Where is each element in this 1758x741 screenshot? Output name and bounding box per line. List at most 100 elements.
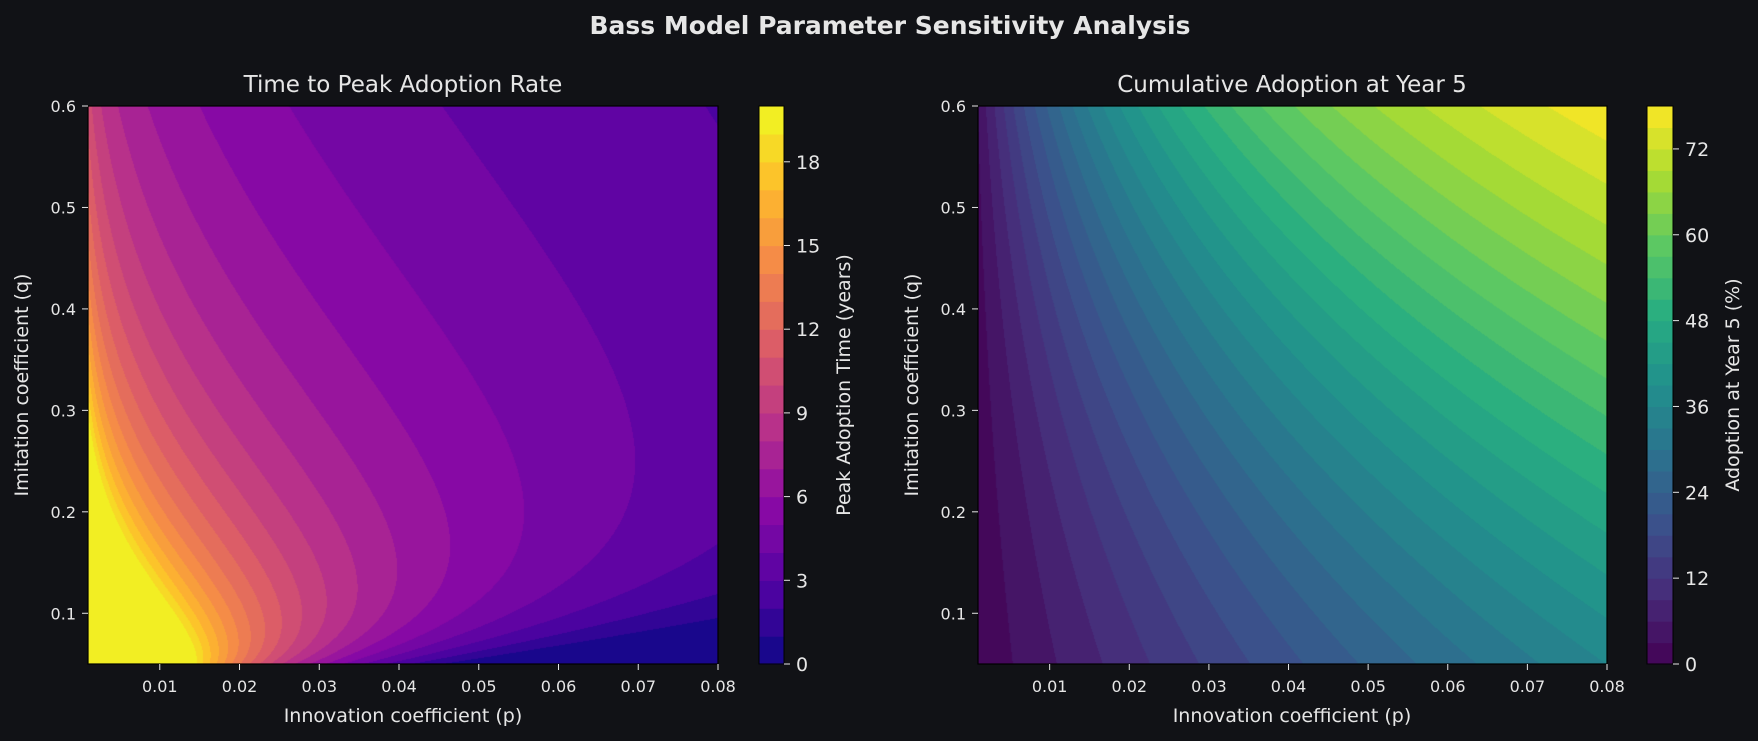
x-tick-label: 0.06 bbox=[541, 677, 577, 696]
chart-title-cumulative: Cumulative Adoption at Year 5 bbox=[1117, 72, 1467, 98]
y-tick-label: 0.3 bbox=[941, 401, 966, 420]
colorbar-segment bbox=[1647, 578, 1673, 601]
colorbar-tick-label: 48 bbox=[1685, 311, 1709, 333]
colorbar-segment bbox=[759, 245, 784, 274]
colorbar-segment bbox=[759, 189, 784, 219]
colorbar-segment bbox=[1647, 299, 1673, 322]
contour-plot-cumulative bbox=[978, 106, 1607, 664]
colorbar-label-peak-time: Peak Adoption Time (years) bbox=[833, 254, 855, 516]
colorbar-tick-label: 60 bbox=[1685, 225, 1709, 247]
x-tick-label: 0.01 bbox=[142, 677, 178, 696]
colorbar-segment bbox=[759, 496, 784, 526]
x-tick-label: 0.03 bbox=[1191, 677, 1227, 696]
colorbar-label-cumulative: Adoption at Year 5 (%) bbox=[1722, 278, 1744, 491]
y-tick-label: 0.5 bbox=[51, 198, 76, 217]
colorbar-segment bbox=[759, 552, 784, 581]
colorbar-segment bbox=[759, 301, 784, 330]
colorbar-segment bbox=[759, 468, 784, 498]
colorbar-tick-label: 15 bbox=[796, 236, 820, 258]
colorbar-segment bbox=[759, 580, 784, 609]
colorbar-segment bbox=[1647, 148, 1673, 171]
plot-frame bbox=[87, 105, 719, 665]
colorbar-segment bbox=[759, 357, 784, 386]
axes-cumulative: 0.01 0.02 0.03 0.04 0.05 0.06 0.07 0.08 0.1 0.2 0.… bbox=[941, 97, 1625, 696]
colorbar-segment bbox=[1647, 492, 1673, 515]
colorbar-segment bbox=[1647, 385, 1673, 408]
colorbar-segment bbox=[1647, 234, 1673, 257]
contour-fill-peak-time bbox=[88, 106, 718, 664]
colorbar-tick-label: 12 bbox=[1685, 568, 1709, 590]
x-tick-label: 0.07 bbox=[620, 677, 656, 696]
colorbar-segment bbox=[1647, 556, 1673, 579]
colorbar-segment bbox=[1647, 406, 1673, 429]
colorbar-segment bbox=[1647, 106, 1673, 129]
colorbar-segment bbox=[1647, 277, 1673, 300]
colorbar-tick-label: 12 bbox=[796, 319, 820, 341]
x-tick-label: 0.08 bbox=[1589, 677, 1625, 696]
x-tick-label: 0.02 bbox=[1111, 677, 1147, 696]
y-tick-label: 0.6 bbox=[941, 97, 966, 116]
y-tick-label: 0.5 bbox=[941, 198, 966, 217]
colorbar-peak-time: 0 3 6 9 12 15 18 bbox=[758, 105, 820, 676]
colorbar-segment bbox=[1647, 342, 1673, 365]
y-tick-label: 0.3 bbox=[51, 401, 76, 420]
colorbar-frame bbox=[1646, 105, 1674, 665]
colorbar-frame bbox=[758, 105, 785, 665]
contour-plot-peak-time bbox=[88, 106, 718, 664]
colorbar-segment bbox=[759, 106, 784, 135]
colorbar-tick-label: 0 bbox=[1685, 654, 1697, 676]
axes-peak-time: 0.01 0.02 0.03 0.04 0.05 0.06 0.07 0.08 0.1 0.2 0.… bbox=[51, 97, 736, 696]
colorbar-segment bbox=[1647, 191, 1673, 214]
x-axis-label-peak-time: Innovation coefficient (p) bbox=[284, 705, 523, 727]
colorbar-segment bbox=[1647, 470, 1673, 493]
colorbar-segment bbox=[759, 608, 784, 637]
colorbar-segment bbox=[759, 440, 784, 470]
colorbar-cumulative: 0 12 24 36 48 60 72 bbox=[1646, 105, 1709, 676]
x-tick-label: 0.05 bbox=[1350, 677, 1386, 696]
colorbar-segment bbox=[1647, 256, 1673, 279]
colorbar-segment bbox=[1647, 599, 1673, 622]
x-tick-label: 0.05 bbox=[461, 677, 497, 696]
x-axis-label-cumulative: Innovation coefficient (p) bbox=[1173, 705, 1412, 727]
x-tick-label: 0.06 bbox=[1430, 677, 1466, 696]
y-tick-label: 0.1 bbox=[941, 604, 966, 623]
colorbar-segment bbox=[759, 636, 784, 665]
contour-fill-cumulative bbox=[978, 106, 1607, 664]
colorbar-segment bbox=[1647, 427, 1673, 450]
colorbar-tick-label: 72 bbox=[1685, 139, 1709, 161]
x-tick-label: 0.07 bbox=[1510, 677, 1546, 696]
panel-cumulative-adoption: Cumulative Adoption at Year 5 0.01 0.02 0.… bbox=[901, 72, 1744, 727]
y-tick-label: 0.2 bbox=[51, 503, 76, 522]
colorbar-tick-label: 6 bbox=[796, 487, 808, 509]
x-tick-label: 0.03 bbox=[301, 677, 337, 696]
y-tick-label: 0.6 bbox=[51, 97, 76, 116]
y-axis-label-peak-time: Imitation coefficient (q) bbox=[11, 274, 33, 497]
colorbar-segment bbox=[759, 217, 784, 247]
y-tick-label: 0.4 bbox=[51, 300, 76, 319]
y-tick-label: 0.2 bbox=[941, 503, 966, 522]
x-tick-label: 0.01 bbox=[1032, 677, 1068, 696]
colorbar-tick-label: 18 bbox=[796, 152, 820, 174]
y-axis-label-cumulative: Imitation coefficient (q) bbox=[901, 274, 923, 497]
colorbar-tick-label: 9 bbox=[796, 403, 808, 425]
colorbar-segment bbox=[1647, 127, 1673, 150]
panel-peak-time: Time to Peak Adoption Rate 0.01 0.02 0.03 0… bbox=[11, 72, 855, 727]
colorbar-segment bbox=[759, 133, 784, 163]
colorbar-segment bbox=[1647, 320, 1673, 343]
colorbar-tick-label: 24 bbox=[1685, 482, 1709, 504]
x-tick-label: 0.08 bbox=[700, 677, 736, 696]
colorbar-segment bbox=[759, 329, 784, 358]
colorbar-segment bbox=[1647, 642, 1673, 665]
x-tick-label: 0.04 bbox=[381, 677, 417, 696]
colorbar-segment bbox=[759, 412, 784, 442]
x-tick-label: 0.02 bbox=[222, 677, 258, 696]
figure-title: Bass Model Parameter Sensitivity Analysi… bbox=[590, 11, 1191, 40]
chart-title-peak-time: Time to Peak Adoption Rate bbox=[243, 72, 563, 98]
y-tick-label: 0.1 bbox=[51, 604, 76, 623]
colorbar-segment bbox=[759, 273, 784, 302]
y-tick-label: 0.4 bbox=[941, 300, 966, 319]
plot-frame bbox=[977, 105, 1608, 665]
colorbar-segment bbox=[1647, 513, 1673, 536]
colorbar-tick-label: 3 bbox=[796, 570, 808, 592]
